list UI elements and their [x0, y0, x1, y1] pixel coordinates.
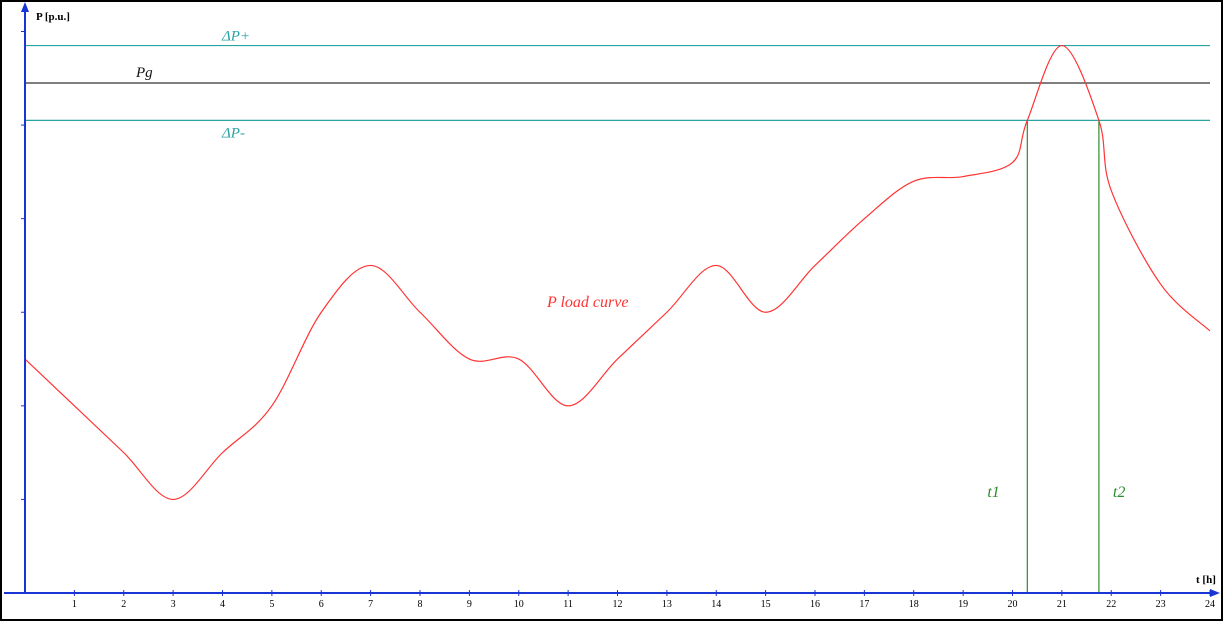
reference-label-2: ΔP- — [221, 125, 245, 141]
load-curve-line — [24, 44, 1211, 501]
x-tick-label-17: 17 — [859, 599, 869, 610]
x-tick-label-14: 14 — [711, 599, 721, 610]
x-tick-label-4: 4 — [220, 599, 225, 610]
x-tick-label-10: 10 — [514, 599, 524, 610]
reference-label-1: Pg — [135, 65, 153, 81]
x-tick-label-22: 22 — [1106, 599, 1116, 610]
time-marker-label-0: t1 — [987, 484, 999, 501]
x-tick-label-3: 3 — [171, 599, 176, 610]
x-axis-label: t [h] — [1196, 574, 1216, 586]
x-tick-label-6: 6 — [319, 599, 324, 610]
x-tick-label-24: 24 — [1205, 599, 1215, 610]
x-tick-label-13: 13 — [662, 599, 672, 610]
x-tick-label-7: 7 — [368, 599, 373, 610]
x-tick-label-20: 20 — [1008, 599, 1018, 610]
x-axis-arrow — [1210, 589, 1220, 597]
x-tick-label-8: 8 — [418, 599, 423, 610]
reference-label-0: ΔP+ — [221, 29, 250, 45]
x-tick-label-2: 2 — [121, 599, 126, 610]
x-tick-label-12: 12 — [613, 599, 623, 610]
x-tick-label-19: 19 — [958, 599, 968, 610]
x-tick-label-9: 9 — [467, 599, 472, 610]
x-tick-label-1: 1 — [72, 599, 77, 610]
x-tick-label-21: 21 — [1057, 599, 1067, 610]
y-axis-arrow — [21, 2, 29, 12]
x-tick-label-23: 23 — [1156, 599, 1166, 610]
x-tick-label-5: 5 — [269, 599, 274, 610]
y-axis-label: P [p.u.] — [36, 11, 70, 23]
load-curve-label: P load curve — [546, 294, 628, 311]
time-marker-label-1: t2 — [1113, 484, 1125, 501]
x-tick-label-16: 16 — [810, 599, 820, 610]
x-tick-label-18: 18 — [909, 599, 919, 610]
x-tick-label-11: 11 — [563, 599, 573, 610]
x-tick-label-15: 15 — [761, 599, 771, 610]
